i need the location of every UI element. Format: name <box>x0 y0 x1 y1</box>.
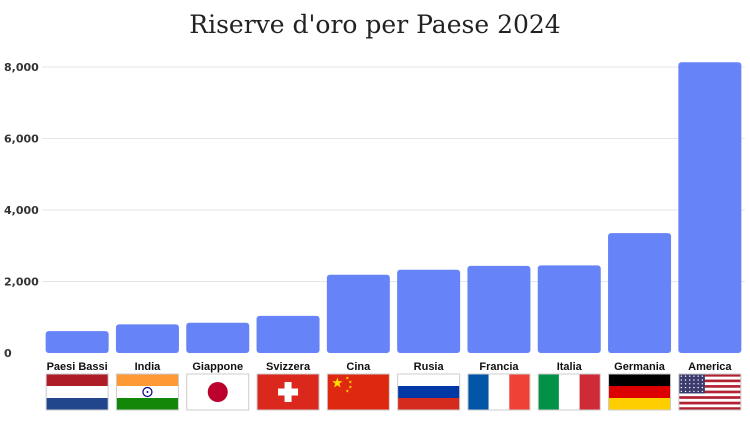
bar-rusia <box>397 269 461 353</box>
category-label: Francia <box>479 361 519 373</box>
category-label: America <box>688 361 732 373</box>
japan-flag-icon <box>186 373 250 411</box>
france-flag-icon <box>467 373 531 411</box>
bar-india <box>115 324 179 353</box>
bar-america <box>678 62 742 353</box>
y-tick-label: 8,000 <box>4 61 39 74</box>
y-tick-label: 0 <box>4 347 12 360</box>
category-label: Paesi Bassi <box>47 361 108 373</box>
category-label: Cina <box>346 361 371 373</box>
y-tick-label: 4,000 <box>4 204 39 217</box>
germany-flag-icon <box>608 373 672 411</box>
y-tick-label: 2,000 <box>4 276 39 289</box>
flags <box>45 373 742 411</box>
category-label: Giappone <box>192 361 243 373</box>
bar-paesi-bassi <box>45 331 109 353</box>
category-label: Rusia <box>414 361 445 373</box>
italy-flag-icon <box>537 373 601 411</box>
bar-giappone <box>186 322 250 353</box>
category-label: India <box>135 361 162 373</box>
category-labels: Paesi Bassi India Giappone Svizzera Cina Rusi… <box>47 361 733 373</box>
bar-francia <box>467 265 531 353</box>
category-label: Italia <box>557 361 583 373</box>
bar-italia <box>537 265 601 353</box>
russia-flag-icon <box>397 373 461 411</box>
category-label: Germania <box>614 361 666 373</box>
bar-germania <box>608 233 672 353</box>
chart-title: Riserve d'oro per Paese 2024 <box>189 10 561 39</box>
category-label: Svizzera <box>266 361 311 373</box>
bar-svizzera <box>256 315 320 353</box>
y-axis-ticks: 0 2,000 4,000 6,000 8,000 <box>4 61 39 360</box>
china-flag-icon <box>326 373 390 411</box>
india-flag-icon <box>115 373 179 411</box>
bar-cina <box>326 274 390 353</box>
netherlands-flag-icon <box>45 373 109 411</box>
y-tick-label: 6,000 <box>4 133 39 146</box>
switzerland-flag-icon <box>256 373 320 411</box>
bars <box>45 62 742 353</box>
usa-flag-icon <box>678 373 742 411</box>
